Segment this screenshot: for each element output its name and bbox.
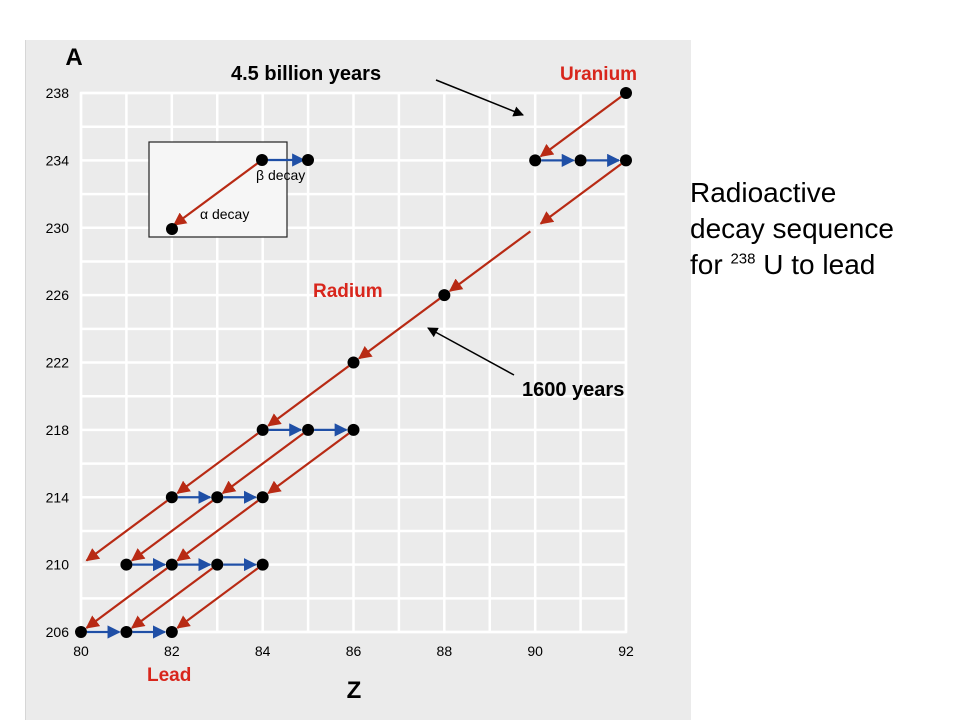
nuclide-point: [165, 558, 178, 571]
legend-beta-label: β decay: [256, 167, 305, 183]
radium-label: Radium: [313, 281, 383, 302]
alpha-decay-arrow: [358, 297, 441, 360]
nuclide-point: [302, 423, 315, 436]
nuclide-point: [165, 491, 178, 504]
y-tick-label: 214: [46, 489, 70, 505]
y-tick-label: 230: [46, 220, 70, 236]
alpha-decay-arrow: [267, 432, 350, 494]
alpha-decay-arrow: [176, 499, 259, 562]
alpha-decay-arrow: [539, 95, 622, 158]
nuclide-point: [120, 558, 133, 571]
nuclide-point: [165, 626, 178, 638]
x-tick-label: 82: [164, 643, 180, 659]
nuclide-point: [574, 154, 587, 167]
nuclide-point: [620, 87, 632, 99]
caption-mass-number: 238: [730, 250, 756, 268]
caption-line-3-prefix: for: [690, 248, 731, 280]
radium-halflife-label: 1600 years: [522, 379, 624, 401]
y-tick-label: 234: [46, 152, 70, 168]
nuclide-point: [75, 626, 87, 638]
legend-nuclide-point: [166, 223, 178, 235]
nuclide-point: [211, 558, 224, 571]
alpha-decay-arrow: [130, 567, 214, 629]
caption-line-3-suffix: U to lead: [755, 248, 876, 280]
nuclide-point: [256, 491, 269, 504]
nuclide-point: [529, 154, 542, 167]
alpha-decay-arrow: [221, 432, 304, 494]
nuclide-point: [347, 423, 360, 436]
nuclide-point: [211, 491, 224, 504]
nuclide-point: [256, 558, 269, 571]
legend-alpha-label: α decay: [200, 206, 249, 222]
x-tick-label: 86: [346, 643, 362, 659]
legend-alpha-arrow: [172, 159, 263, 226]
alpha-decay-arrow: [176, 432, 259, 494]
uranium-halflife-label: 4.5 billion years: [231, 63, 381, 85]
alpha-decay-arrow: [539, 163, 622, 225]
x-tick-label: 90: [527, 643, 543, 659]
nuclide-point: [120, 626, 133, 638]
y-tick-label: 218: [46, 422, 70, 438]
annotations: 4.5 billion years Uranium Radium 1600 ye…: [147, 63, 637, 686]
radium-halflife-pointer: [427, 327, 515, 376]
y-tick-label: 238: [46, 85, 70, 101]
y-tick-label: 226: [46, 287, 70, 303]
y-tick-label: 210: [46, 557, 70, 573]
lead-label: Lead: [147, 665, 191, 686]
nuclide-point: [347, 356, 360, 369]
nuclide-point: [256, 423, 269, 436]
decay-legend: β decay α decay: [148, 141, 314, 238]
alpha-decay-arrow: [176, 567, 259, 629]
axis-tick-labels: 80 82 84 86 88 90 92 238 234 230 226 222 218 214 210 20…: [46, 85, 634, 659]
alpha-decay-arrow: [448, 230, 532, 292]
caption-line-3: for 238 U to lead: [690, 247, 950, 283]
y-axis-label: A: [65, 44, 82, 71]
alpha-decay-arrow: [267, 365, 350, 427]
caption-line-1: Radioactive: [690, 177, 837, 208]
uranium-label: Uranium: [560, 64, 637, 85]
legend-nuclide-point: [256, 154, 268, 166]
legend-nuclide-point: [302, 154, 314, 166]
nuclide-points: [75, 87, 632, 638]
alpha-decay-arrow: [130, 499, 214, 562]
x-tick-label: 92: [618, 643, 634, 659]
decay-arrows: [85, 95, 622, 639]
x-axis-label: Z: [347, 677, 362, 704]
nuclide-point: [438, 289, 451, 302]
x-tick-label: 88: [437, 643, 453, 659]
y-tick-label: 206: [46, 624, 70, 640]
uranium-halflife-pointer: [435, 79, 524, 117]
nuclide-point: [620, 154, 632, 167]
x-tick-label: 84: [255, 643, 271, 659]
x-tick-label: 80: [73, 643, 89, 659]
caption-line-2: decay sequence: [690, 212, 894, 244]
alpha-decay-arrow: [85, 499, 168, 562]
decay-chart: 80 82 84 86 88 90 92 238 234 230 226 222 218 214 210 20…: [46, 44, 637, 704]
y-tick-label: 222: [46, 355, 70, 371]
alpha-decay-arrow: [85, 567, 168, 629]
decay-chart-figure: 80 82 84 86 88 90 92 238 234 230 226 222 218 214 210 20…: [25, 40, 691, 720]
side-caption: Radioactive decay sequence for 238 U to …: [690, 175, 950, 282]
